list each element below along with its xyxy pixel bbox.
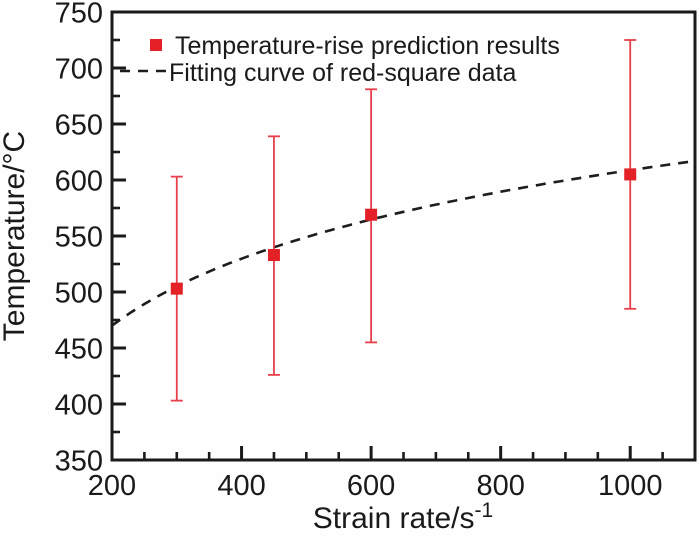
x-tick-label: 800 [476, 470, 524, 502]
y-tick-label: 550 [55, 221, 103, 253]
fit-curve-dashed-line [111, 159, 696, 327]
x-tick-label: 400 [217, 470, 265, 502]
plot-frame [110, 10, 697, 462]
data-point-square [170, 282, 183, 295]
minor-ticks [112, 38, 664, 460]
y-tick-label: 500 [55, 277, 103, 309]
y-tick-label: 350 [55, 445, 103, 477]
y-tick-label: 400 [55, 389, 103, 421]
x-tick-label: 1000 [598, 470, 663, 502]
y-tick-labels: 350 400 450 500 550 600 650 700 750 [55, 0, 103, 477]
legend-label-fit: Fitting curve of red-square data [169, 59, 516, 87]
data-point-square [624, 168, 637, 181]
x-axis-title: Strain rate/s-1 [313, 499, 493, 535]
legend: Temperature-rise prediction results Fitt… [120, 32, 560, 87]
y-tick-label: 600 [55, 165, 103, 197]
legend-label-prediction: Temperature-rise prediction results [175, 32, 560, 60]
y-tick-label: 450 [55, 333, 103, 365]
data-point-square [365, 208, 378, 221]
y-axis-title: Temperature/°C [0, 131, 31, 341]
error-bars [170, 39, 637, 402]
y-tick-label: 750 [55, 0, 103, 29]
y-tick-label: 700 [55, 53, 103, 85]
x-tick-label: 200 [88, 470, 136, 502]
data-point-markers [170, 168, 637, 295]
red-square-marker-icon [150, 39, 162, 51]
data-point-square [267, 249, 280, 262]
y-tick-label: 650 [55, 109, 103, 141]
x-tick-label: 600 [347, 470, 395, 502]
x-tick-labels: 200 400 600 800 1000 [88, 470, 663, 502]
